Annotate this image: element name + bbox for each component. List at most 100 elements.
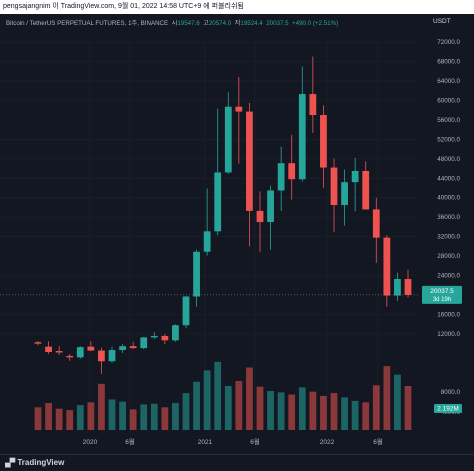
- chart-legend: Bitcoin / TetherUS PERPETUAL FUTURES, 1주…: [6, 18, 338, 27]
- candle[interactable]: [182, 296, 190, 329]
- candle[interactable]: [98, 347, 105, 374]
- candle[interactable]: [76, 346, 84, 359]
- candle-body: [404, 279, 412, 295]
- time-tick-label: 2020: [83, 439, 98, 446]
- candle[interactable]: [298, 66, 306, 182]
- candle-body: [129, 346, 137, 349]
- candles: [34, 56, 412, 374]
- volume-bar: [341, 397, 348, 430]
- candle-body: [298, 94, 306, 180]
- price-tick-label: 64000.0: [437, 78, 460, 85]
- candle[interactable]: [119, 343, 126, 353]
- candle[interactable]: [161, 334, 169, 345]
- candle[interactable]: [150, 332, 158, 339]
- volume-bar: [193, 381, 200, 430]
- candle[interactable]: [87, 341, 95, 352]
- attribution-bar: pengsajangnim 이 TradingView.com, 9월 01, …: [0, 0, 474, 14]
- volume-tick-label: 8000.0: [441, 389, 461, 396]
- candle[interactable]: [256, 191, 264, 253]
- candle[interactable]: [320, 105, 327, 188]
- candle[interactable]: [341, 169, 348, 226]
- candle-body: [362, 170, 370, 210]
- volume-bar: [214, 361, 222, 430]
- price-tick-label: 48000.0: [437, 156, 460, 163]
- candle-body: [235, 106, 243, 112]
- candle[interactable]: [404, 269, 412, 298]
- candle[interactable]: [288, 134, 296, 200]
- candle[interactable]: [172, 324, 179, 342]
- candle-body: [203, 231, 211, 252]
- candle[interactable]: [235, 77, 243, 164]
- candle[interactable]: [394, 272, 401, 301]
- candle[interactable]: [140, 336, 148, 350]
- legend-high: 20574.0: [208, 20, 232, 27]
- candle-body: [383, 237, 391, 296]
- volume-bar: [140, 404, 148, 430]
- candle-body: [76, 347, 84, 358]
- candle[interactable]: [309, 56, 317, 134]
- price-tick-label: 24000.0: [437, 273, 460, 280]
- volume-bar: [372, 385, 380, 430]
- candle[interactable]: [129, 341, 137, 350]
- volume-bar: [98, 383, 105, 430]
- volume-tag: 2.192M: [434, 404, 462, 413]
- candle-body: [320, 115, 327, 168]
- volume-bar: [298, 387, 306, 430]
- chart-area[interactable]: 72000.0 68000.0 64000.0 60000.0 56000.0 52000…: [0, 14, 474, 454]
- candle[interactable]: [372, 197, 380, 263]
- currency-label[interactable]: USDT: [433, 18, 451, 25]
- tradingview-logo[interactable]: ▄▀ TradingView: [5, 458, 64, 467]
- candle[interactable]: [351, 157, 359, 212]
- candle-body: [140, 337, 148, 349]
- candle-body: [193, 251, 200, 297]
- candle[interactable]: [330, 158, 338, 232]
- candle-body: [394, 279, 401, 296]
- price-chart[interactable]: 72000.0 68000.0 64000.0 60000.0 56000.0 52000…: [0, 14, 474, 454]
- candle[interactable]: [203, 188, 211, 256]
- volume-bar: [351, 400, 359, 430]
- volume-bar: [129, 409, 137, 430]
- time-tick-label: 2021: [198, 439, 213, 446]
- time-axis: 2020 6월 2021 6월 2022 6월: [83, 437, 383, 446]
- candle[interactable]: [277, 146, 285, 211]
- legend-low: 19524.4: [240, 20, 263, 27]
- legend-open-label: 시: [171, 20, 178, 27]
- candle[interactable]: [34, 340, 42, 346]
- legend-close: 20037.5: [266, 20, 289, 27]
- candle[interactable]: [246, 102, 253, 247]
- candle-body: [172, 325, 179, 341]
- candle-body: [341, 182, 348, 206]
- price-tick-label: 60000.0: [437, 97, 460, 104]
- volume-bar: [87, 402, 95, 430]
- candle-body: [55, 351, 63, 353]
- volume-bar: [119, 401, 126, 430]
- candle-body: [182, 296, 190, 326]
- price-tick-label: 52000.0: [437, 136, 460, 143]
- candle-body: [309, 94, 317, 115]
- candle[interactable]: [108, 346, 116, 363]
- candle[interactable]: [267, 185, 274, 250]
- volume-bar: [182, 393, 190, 430]
- price-tick-label: 44000.0: [437, 175, 460, 182]
- candle-body: [119, 346, 126, 351]
- candle[interactable]: [66, 353, 74, 361]
- candle[interactable]: [362, 161, 370, 210]
- volume-bar: [224, 385, 232, 430]
- candle-body: [330, 167, 338, 206]
- price-axis: 72000.0 68000.0 64000.0 60000.0 56000.0 52000…: [437, 39, 460, 416]
- legend-symbol: Bitcoin / TetherUS PERPETUAL FUTURES, 1주…: [6, 20, 169, 27]
- legend-open: 19547.6: [177, 20, 200, 27]
- candle[interactable]: [55, 346, 63, 355]
- candle-body: [34, 342, 42, 344]
- candle[interactable]: [193, 249, 200, 307]
- candle[interactable]: [45, 341, 52, 354]
- time-tick-label: 6월: [373, 437, 383, 446]
- candle-body: [98, 350, 105, 362]
- candle[interactable]: [214, 108, 222, 236]
- volume-bar: [256, 386, 264, 430]
- candle[interactable]: [383, 235, 391, 307]
- volume-bar: [55, 408, 63, 430]
- candle-body: [214, 172, 222, 232]
- candle[interactable]: [224, 92, 232, 174]
- candle-body: [372, 209, 380, 238]
